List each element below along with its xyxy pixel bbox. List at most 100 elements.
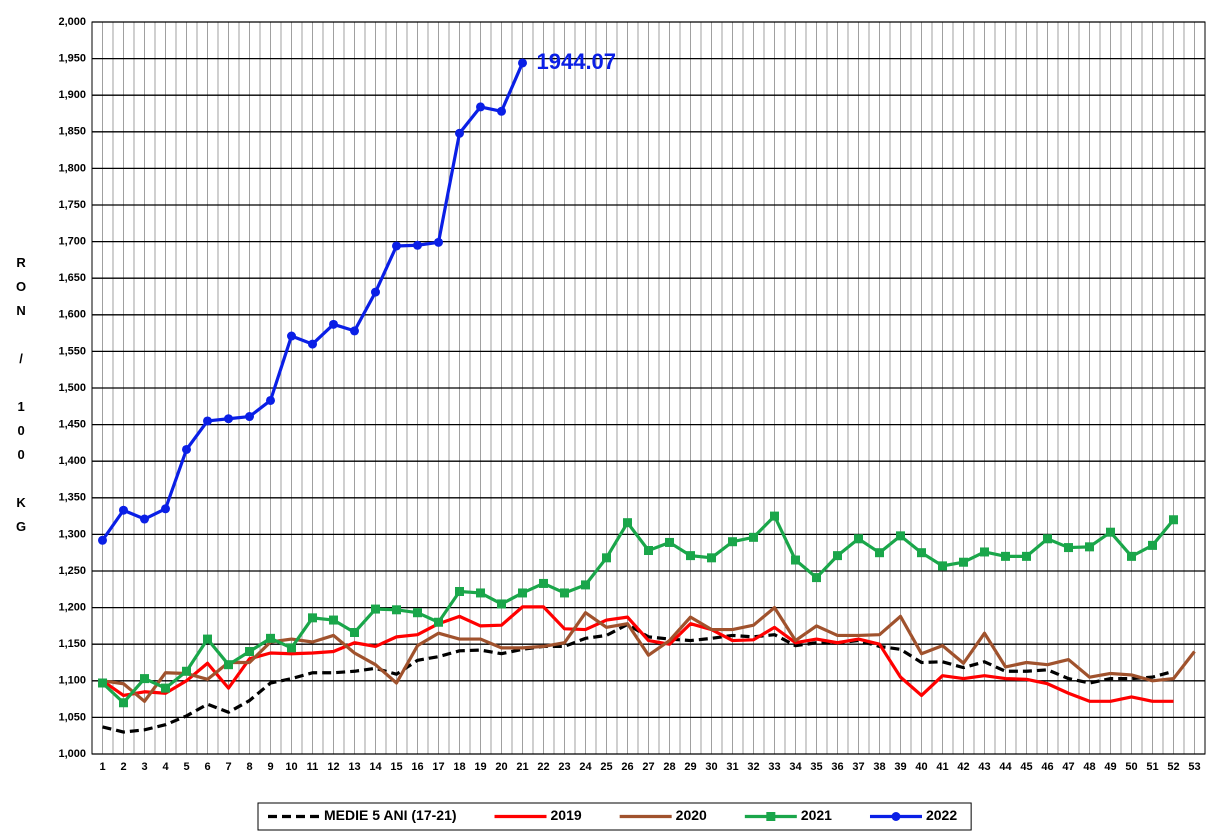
marker	[791, 555, 800, 565]
y-tick-label: 1,500	[58, 382, 86, 394]
marker	[959, 557, 968, 567]
marker	[98, 535, 107, 545]
legend-marker	[766, 812, 776, 821]
marker	[854, 534, 863, 544]
x-tick-label: 50	[1125, 761, 1137, 773]
x-tick-label: 23	[558, 761, 570, 773]
x-tick-label: 5	[183, 761, 189, 773]
x-tick-label: 20	[495, 761, 507, 773]
marker	[707, 553, 716, 563]
x-tick-label: 16	[411, 761, 423, 773]
x-tick-label: 47	[1062, 761, 1074, 773]
marker	[371, 604, 380, 614]
marker	[875, 548, 884, 558]
marker	[203, 416, 212, 426]
marker	[413, 608, 422, 618]
x-tick-label: 40	[915, 761, 927, 773]
y-tick-label: 1,350	[58, 492, 86, 504]
marker	[266, 633, 275, 643]
legend-label: 2020	[676, 807, 707, 823]
marker	[980, 547, 989, 557]
marker	[1127, 551, 1136, 561]
marker	[1001, 551, 1010, 561]
marker	[140, 674, 149, 684]
data-label: 1944.07	[537, 49, 617, 74]
marker	[455, 586, 464, 596]
marker	[413, 240, 422, 250]
legend-label: 2019	[551, 807, 582, 823]
y-tick-label: 1,200	[58, 602, 86, 614]
marker	[623, 518, 632, 528]
marker	[770, 511, 779, 521]
y-tick-label: 1,050	[58, 711, 86, 723]
x-tick-label: 19	[474, 761, 486, 773]
marker	[182, 444, 191, 454]
marker	[644, 546, 653, 556]
marker	[224, 660, 233, 670]
marker	[665, 537, 674, 547]
marker	[224, 414, 233, 424]
x-tick-label: 43	[978, 761, 990, 773]
x-tick-label: 12	[327, 761, 339, 773]
y-tick-label: 1,150	[58, 638, 86, 650]
x-tick-label: 41	[936, 761, 948, 773]
marker	[392, 605, 401, 615]
x-tick-label: 45	[1020, 761, 1032, 773]
x-tick-label: 53	[1188, 761, 1200, 773]
marker	[833, 551, 842, 561]
x-tick-label: 37	[852, 761, 864, 773]
x-tick-label: 9	[267, 761, 273, 773]
x-tick-label: 11	[307, 761, 319, 773]
legend-box	[257, 802, 972, 831]
x-tick-label: 38	[873, 761, 885, 773]
marker	[329, 615, 338, 625]
y-tick-label: 1,900	[58, 89, 86, 101]
legend-marker	[891, 812, 901, 821]
x-tick-label: 6	[204, 761, 210, 773]
marker	[350, 326, 359, 336]
marker	[497, 599, 506, 609]
y-tick-label: 2,000	[58, 16, 86, 28]
marker	[287, 643, 296, 653]
marker	[266, 395, 275, 405]
x-tick-label: 4	[162, 761, 169, 773]
x-tick-label: 3	[141, 761, 147, 773]
y-tick-label: 1,450	[58, 419, 86, 431]
marker	[896, 531, 905, 541]
marker	[98, 678, 107, 688]
marker	[497, 106, 506, 116]
y-tick-label: 1,700	[58, 236, 86, 248]
series-line	[101, 514, 1175, 705]
x-tick-label: 29	[684, 761, 696, 773]
marker	[308, 613, 317, 623]
marker	[287, 331, 296, 341]
x-tick-label: 17	[432, 761, 444, 773]
x-tick-label: 26	[621, 761, 633, 773]
x-tick-label: 1	[99, 761, 105, 773]
y-tick-label: 1,850	[58, 126, 86, 138]
y-tick-label: 1,550	[58, 345, 86, 357]
marker	[1064, 543, 1073, 553]
marker	[539, 578, 548, 588]
x-tick-label: 35	[810, 761, 822, 773]
series-line	[102, 606, 1196, 703]
marker	[182, 666, 191, 676]
x-tick-label: 49	[1104, 761, 1116, 773]
marker	[476, 102, 485, 112]
x-tick-label: 51	[1146, 761, 1158, 773]
x-tick-label: 42	[957, 761, 969, 773]
marker	[560, 588, 569, 598]
marker	[455, 128, 464, 138]
x-tick-label: 39	[894, 761, 906, 773]
marker	[602, 553, 611, 563]
marker	[938, 561, 947, 571]
x-tick-label: 25	[600, 761, 612, 773]
y-tick-label: 1,250	[58, 565, 86, 577]
marker	[518, 588, 527, 598]
marker	[917, 548, 926, 558]
legend-label: MEDIE 5 ANI (17-21)	[324, 807, 457, 823]
y-tick-label: 1,100	[58, 675, 86, 687]
marker	[1085, 542, 1094, 552]
legend-label: 2021	[801, 807, 832, 823]
